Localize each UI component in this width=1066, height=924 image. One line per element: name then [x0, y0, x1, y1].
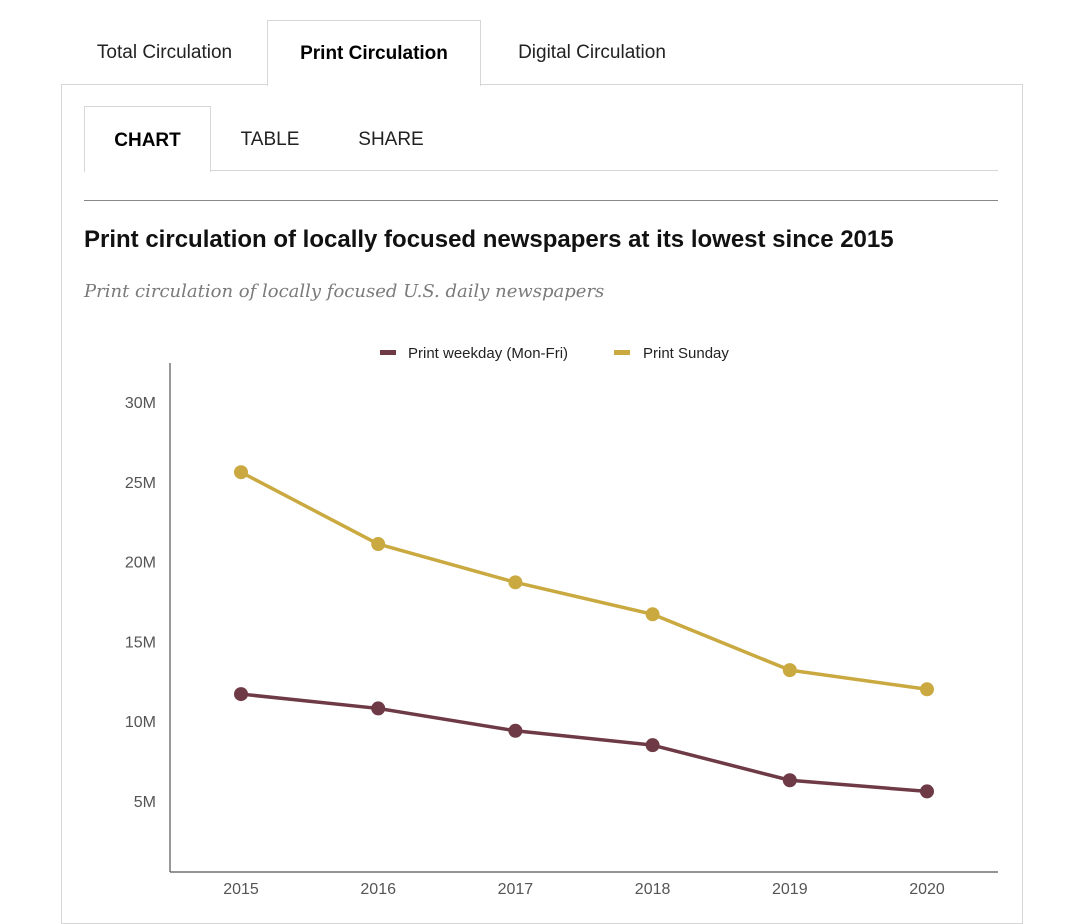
legend-label: Print Sunday	[643, 345, 729, 362]
y-tick-label: 20M	[125, 555, 156, 572]
legend-label: Print weekday (Mon-Fri)	[408, 345, 568, 362]
data-point	[645, 607, 660, 622]
data-point	[371, 701, 386, 716]
data-point	[508, 575, 523, 590]
data-point	[920, 784, 934, 799]
data-point	[782, 663, 797, 678]
tab-chart[interactable]: CHART	[84, 106, 211, 172]
view-tabs: CHART TABLE SHARE	[84, 106, 998, 172]
data-point	[782, 773, 797, 788]
x-tick-label: 2018	[635, 881, 671, 898]
x-tick-label: 2015	[223, 881, 259, 898]
data-point	[234, 465, 248, 480]
circulation-tabs: Total Circulation Print Circulation Digi…	[62, 20, 1024, 86]
data-point	[234, 687, 248, 702]
series-line-1	[240, 470, 928, 692]
y-tick-label: 25M	[125, 475, 156, 492]
y-tick-label: 10M	[125, 714, 156, 731]
chart-subtitle: Print circulation of locally focused U.S…	[84, 281, 605, 302]
data-point	[920, 682, 934, 697]
chart-title: Print circulation of locally focused new…	[84, 226, 894, 253]
tab-share[interactable]: SHARE	[358, 129, 424, 150]
chart-panel	[61, 84, 1023, 924]
y-tick-label: 30M	[125, 395, 156, 412]
data-point	[508, 723, 523, 738]
x-tick-label: 2019	[772, 881, 808, 898]
tab-print-circulation[interactable]: Print Circulation	[267, 20, 481, 86]
tab-digital-circulation[interactable]: Digital Circulation	[518, 42, 666, 63]
series-line-0	[240, 692, 928, 794]
x-tick-label: 2017	[498, 881, 534, 898]
tab-total-circulation[interactable]: Total Circulation	[96, 42, 233, 63]
data-point	[371, 537, 386, 552]
legend-swatch	[614, 350, 630, 355]
title-divider	[84, 200, 998, 201]
y-tick-label: 5M	[134, 794, 156, 811]
tab-table[interactable]: TABLE	[240, 129, 300, 150]
legend-swatch	[380, 350, 396, 355]
x-tick-label: 2020	[909, 881, 945, 898]
data-point	[645, 738, 660, 753]
x-tick-label: 2016	[360, 881, 396, 898]
y-tick-label: 15M	[125, 634, 156, 651]
